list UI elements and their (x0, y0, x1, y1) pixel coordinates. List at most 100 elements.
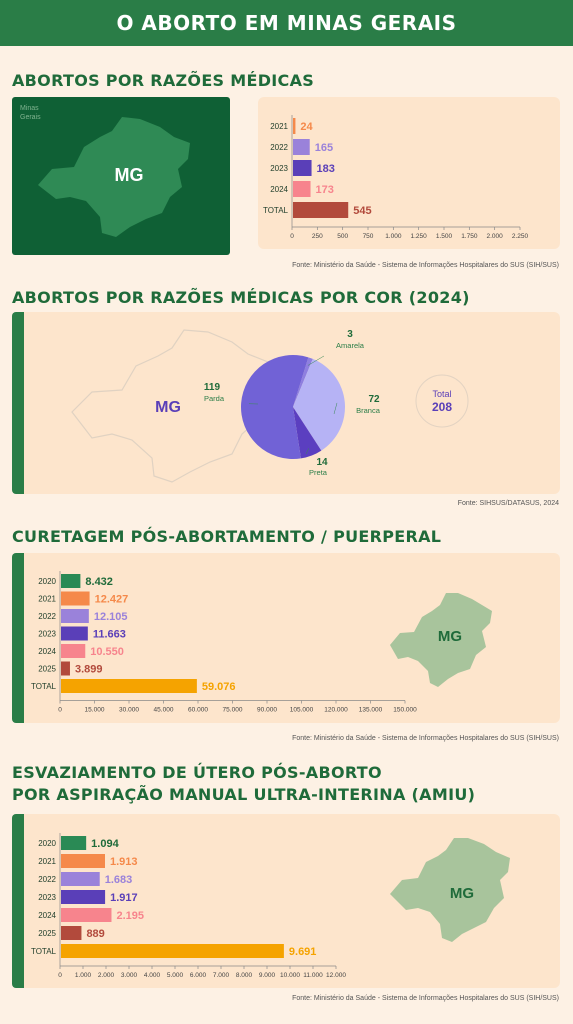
x-tick-label: 0 (58, 972, 62, 979)
value-label: 889 (86, 928, 104, 940)
value-label: 165 (315, 142, 333, 154)
section4-map-label: MG (450, 885, 474, 902)
slice-value-label: 119 (204, 382, 221, 393)
x-tick-label: 75.000 (223, 707, 243, 714)
category-label: 2024 (38, 911, 56, 920)
slice-value-label: 72 (368, 394, 380, 405)
mg-state-shape (390, 593, 492, 687)
section2-accent-bar (12, 312, 24, 494)
x-tick-label: 750 (363, 233, 374, 240)
category-label: 2021 (38, 857, 56, 866)
bar (61, 661, 70, 676)
category-label: 2025 (38, 665, 56, 674)
category-label: 2020 (38, 577, 56, 586)
bar (61, 836, 87, 850)
slice-value-label: 14 (316, 457, 328, 468)
section1-title: Abortos por razões médicas (12, 71, 315, 90)
value-label: 1.917 (110, 892, 138, 904)
slice-name-label: Amarela (336, 341, 365, 350)
x-tick-label: 60.000 (188, 707, 208, 714)
x-tick-label: 30.000 (119, 707, 139, 714)
x-tick-label: 1.000 (385, 233, 402, 240)
x-tick-label: 12.000 (326, 972, 346, 979)
x-tick-label: 5.000 (167, 972, 184, 979)
section4-card: MG 0 1.000 2.000 3.000 4.000 5.000 6.000 7.000 8… (12, 814, 560, 988)
bar (293, 160, 312, 176)
pie-slice (293, 407, 322, 459)
slice-name-label: Branca (356, 406, 381, 415)
category-label: 2025 (38, 929, 56, 938)
x-tick-label: 1.000 (75, 972, 92, 979)
category-label: 2024 (38, 647, 56, 656)
x-tick-label: 15.000 (85, 707, 105, 714)
slice-value-label: 3 (347, 329, 353, 340)
total-value: 208 (432, 400, 452, 414)
x-tick-label: 6.000 (190, 972, 207, 979)
section1-map-label: MG (115, 165, 144, 185)
category-label: 2022 (38, 612, 56, 621)
total-circle (415, 374, 469, 428)
category-label: TOTAL (31, 947, 57, 956)
slice-name-label: Parda (204, 394, 225, 403)
category-label: TOTAL (263, 206, 289, 215)
leader-line (307, 355, 325, 366)
section1-map: MG (38, 117, 190, 237)
mg-state-shape (38, 117, 190, 237)
x-tick-label: 1.750 (461, 233, 478, 240)
category-label: 2021 (38, 595, 56, 604)
section3-map-label: MG (438, 628, 462, 645)
bar (61, 926, 82, 940)
x-tick-label: 3.000 (121, 972, 138, 979)
bar (293, 202, 349, 218)
bar (61, 944, 284, 958)
section1-map-caption: Minas Gerais (20, 105, 41, 121)
section2-title: Abortos por razões médicas por cor (2024… (12, 288, 470, 307)
x-tick-label: 2.000 (98, 972, 115, 979)
leader-line (333, 402, 338, 415)
bar (61, 854, 105, 868)
value-label: 173 (316, 184, 334, 196)
total-label: Total (432, 389, 451, 399)
x-tick-label: 45.000 (154, 707, 174, 714)
x-tick-label: 9.000 (259, 972, 276, 979)
category-label: 2023 (270, 164, 288, 173)
section3-title: Curetagem pós-abortamento / puerperal (12, 527, 442, 546)
x-tick-label: 10.000 (280, 972, 300, 979)
mg-state-shape (390, 838, 510, 942)
section4-bar-chart: 0 1.000 2.000 3.000 4.000 5.000 6.000 7.000 8.00… (31, 833, 346, 979)
section3-bar-chart: 0 15.000 30.000 45.000 60.000 75.000 90.000 105… (31, 571, 417, 714)
category-label: 2023 (38, 893, 56, 902)
x-tick-label: 2.000 (487, 233, 504, 240)
bar (61, 591, 90, 606)
bar (61, 908, 112, 922)
x-tick-label: 500 (337, 233, 348, 240)
bar (61, 890, 106, 904)
section4-accent-bar (12, 814, 24, 988)
value-label: 8.432 (85, 576, 113, 588)
section1-chart-card: 0 250 500 750 1.000 1.250 1.500 1.750 2.000 2.250… (258, 97, 560, 249)
category-label: 2020 (38, 839, 56, 848)
x-tick-label: 135.000 (359, 707, 383, 714)
bar (61, 609, 89, 623)
value-label: 10.550 (90, 646, 124, 658)
pie-slice (241, 355, 309, 459)
bar (61, 679, 197, 693)
section4-title-line2: por aspiração manual ultra-interina (AMI… (12, 785, 476, 804)
value-label: 59.076 (202, 681, 236, 693)
bar (61, 626, 88, 641)
bar (61, 872, 100, 886)
value-label: 183 (317, 163, 335, 175)
section2-source: Fonte: SIHSUS/DATASUS, 2024 (457, 500, 559, 507)
x-tick-label: 105.000 (290, 707, 314, 714)
x-tick-label: 8.000 (236, 972, 253, 979)
x-tick-label: 90.000 (257, 707, 277, 714)
x-tick-label: 120.000 (324, 707, 348, 714)
section1-map-panel: Minas Gerais MG (12, 97, 230, 255)
section4-title-line1: Esvaziamento de útero pós-aborto (12, 763, 382, 782)
category-label: TOTAL (31, 682, 57, 691)
section4-source: Fonte: Ministério da Saúde - Sistema de … (292, 995, 559, 1002)
x-tick-label: 150.000 (393, 707, 417, 714)
x-tick-label: 1.250 (411, 233, 428, 240)
category-label: 2022 (270, 143, 288, 152)
leader-line (305, 448, 309, 455)
